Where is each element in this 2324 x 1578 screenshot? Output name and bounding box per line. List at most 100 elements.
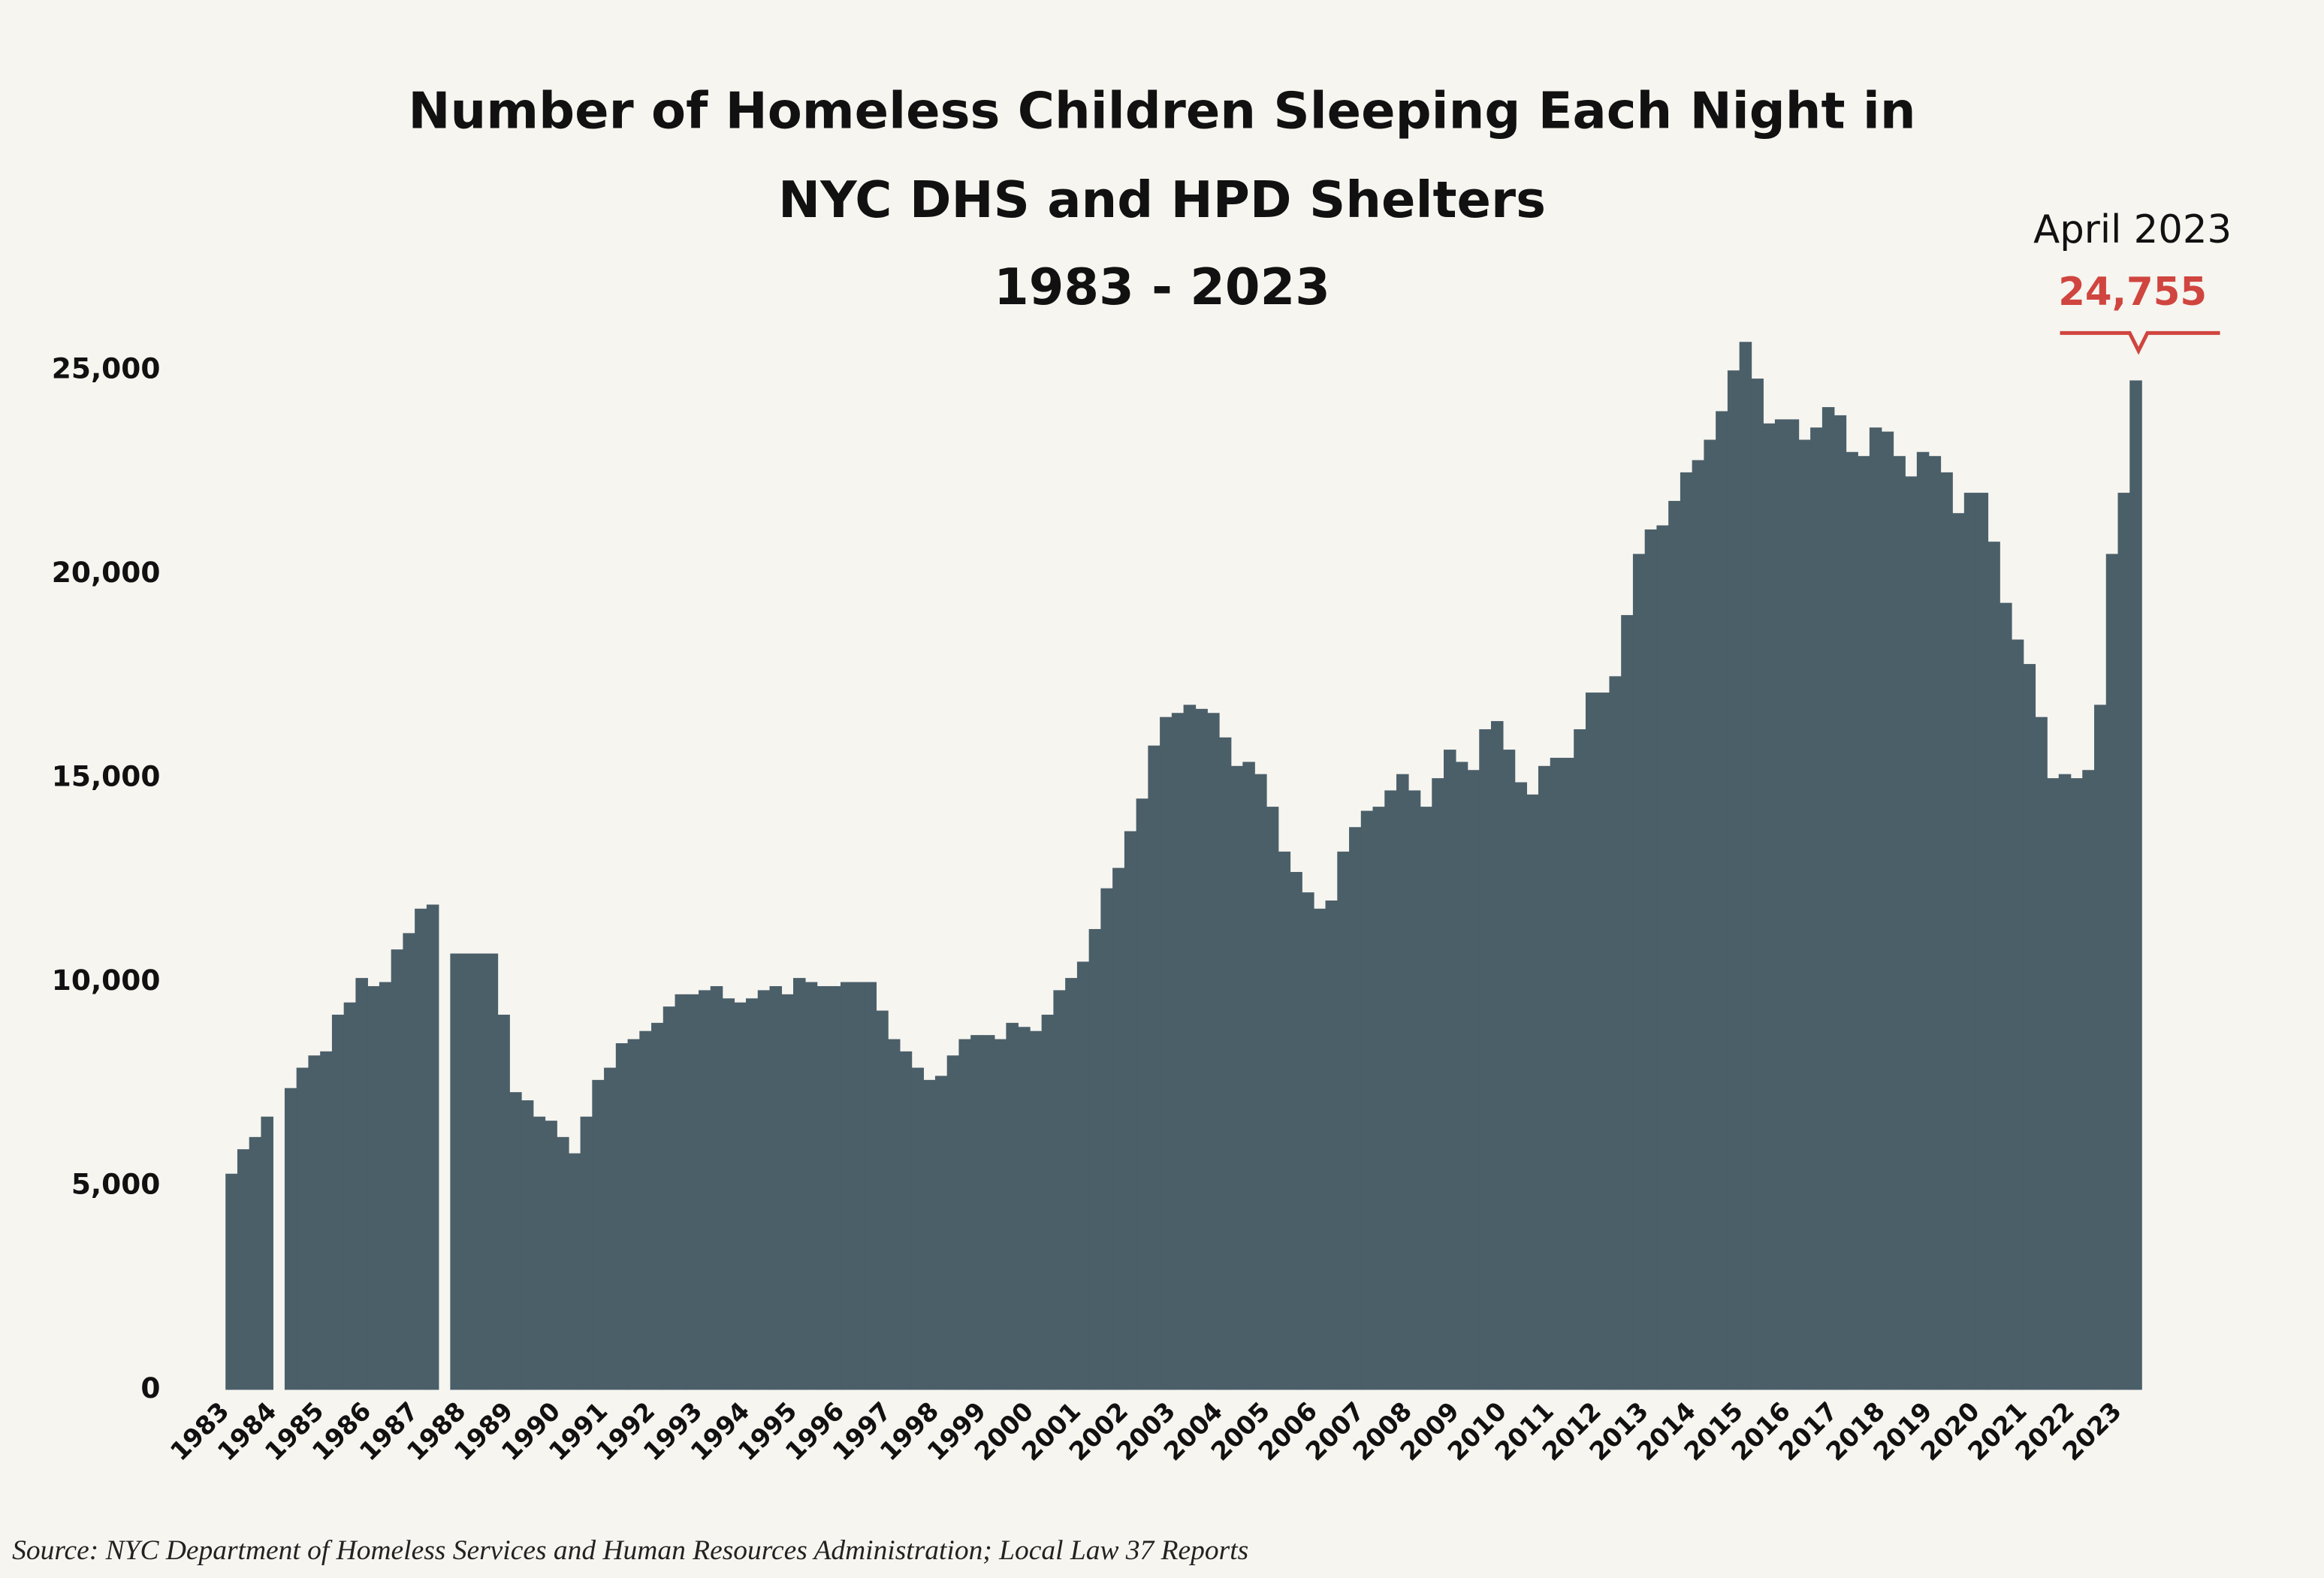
bar <box>792 978 806 1390</box>
bar <box>1550 757 1563 1390</box>
bar <box>675 994 688 1390</box>
bar <box>1112 867 1125 1390</box>
bar <box>1230 765 1244 1390</box>
bar <box>923 1079 936 1390</box>
bar <box>1242 762 1255 1390</box>
bar <box>249 1136 262 1390</box>
bar <box>1160 717 1173 1390</box>
bar <box>320 1051 333 1390</box>
y-tick-label: 10,000 <box>52 964 161 997</box>
bar <box>343 1002 357 1390</box>
bar <box>1337 851 1350 1390</box>
bar <box>355 978 368 1390</box>
bar <box>1574 729 1586 1390</box>
bar <box>580 1116 593 1390</box>
bar <box>699 990 711 1390</box>
bar <box>1538 765 1551 1390</box>
bar <box>1597 692 1610 1390</box>
bar <box>627 1039 641 1390</box>
y-tick-label: 15,000 <box>52 760 161 793</box>
bar <box>1526 794 1539 1390</box>
bar <box>816 985 830 1390</box>
bar <box>781 994 794 1390</box>
bar <box>2011 639 2024 1390</box>
bar <box>1041 1014 1055 1390</box>
y-tick-label: 5,000 <box>71 1168 161 1201</box>
bar <box>958 1039 971 1390</box>
bar <box>662 1006 676 1390</box>
bar <box>1940 472 1953 1390</box>
bar <box>615 1042 629 1390</box>
bar <box>1195 708 1208 1390</box>
bar <box>1302 892 1314 1390</box>
bar <box>852 982 865 1390</box>
bar <box>1290 871 1302 1390</box>
annotation-text: April 2023 <box>2033 207 2232 252</box>
bar <box>403 933 415 1390</box>
bar <box>1846 451 1858 1390</box>
bar <box>2058 774 2072 1390</box>
bar <box>331 1014 345 1390</box>
bar <box>497 1014 510 1390</box>
chart-title: NYC DHS and HPD Shelters <box>778 170 1546 229</box>
bar <box>2023 664 2036 1390</box>
bar <box>734 1002 747 1390</box>
bar <box>651 1022 664 1390</box>
bar <box>1254 774 1267 1390</box>
bar <box>2105 554 2119 1390</box>
bar <box>1420 807 1433 1390</box>
bar <box>1313 908 1326 1390</box>
y-tick-label: 20,000 <box>52 556 161 589</box>
bar <box>568 1153 581 1390</box>
bar <box>1207 713 1220 1390</box>
bar <box>769 985 783 1390</box>
bar <box>899 1051 913 1390</box>
bar <box>284 1088 297 1390</box>
bar <box>1432 778 1444 1390</box>
bar <box>1490 721 1504 1390</box>
bar <box>1692 460 1705 1390</box>
bar <box>462 953 475 1390</box>
bar <box>1774 419 1788 1390</box>
annotation-value: 24,755 <box>2058 270 2207 315</box>
bar <box>1266 807 1279 1390</box>
bar <box>225 1173 238 1390</box>
bar <box>1455 762 1468 1390</box>
bar <box>1148 745 1160 1390</box>
bar <box>1408 790 1421 1390</box>
bar <box>1727 370 1740 1390</box>
bar <box>1716 411 1728 1390</box>
bar <box>1585 692 1598 1390</box>
bar <box>1916 451 1930 1390</box>
bar <box>473 953 487 1390</box>
bar <box>1076 961 1090 1390</box>
bar <box>1881 431 1894 1390</box>
bar <box>1786 419 1800 1390</box>
bar <box>485 953 499 1390</box>
bar <box>1751 379 1764 1390</box>
bar <box>994 1039 1007 1390</box>
bar <box>1644 529 1658 1390</box>
bar <box>509 1092 522 1390</box>
bar <box>840 982 853 1390</box>
bar <box>2129 380 2142 1390</box>
bar <box>876 1010 889 1390</box>
y-tick-label: 25,000 <box>52 352 161 385</box>
bar <box>1029 1030 1043 1390</box>
bar <box>1065 978 1078 1390</box>
bar <box>296 1067 309 1390</box>
bar <box>722 998 735 1390</box>
bar <box>415 908 427 1390</box>
bar <box>1928 456 1942 1390</box>
bar <box>1656 525 1669 1390</box>
bar <box>426 904 439 1390</box>
bar <box>545 1121 557 1390</box>
bar <box>2082 770 2095 1390</box>
bar <box>2035 717 2048 1390</box>
bar <box>1018 1027 1031 1390</box>
chart-title: Number of Homeless Children Sleeping Eac… <box>408 81 1915 140</box>
bar <box>1798 439 1811 1390</box>
bar <box>864 982 877 1390</box>
bar <box>1325 900 1339 1390</box>
bar <box>970 1035 983 1390</box>
